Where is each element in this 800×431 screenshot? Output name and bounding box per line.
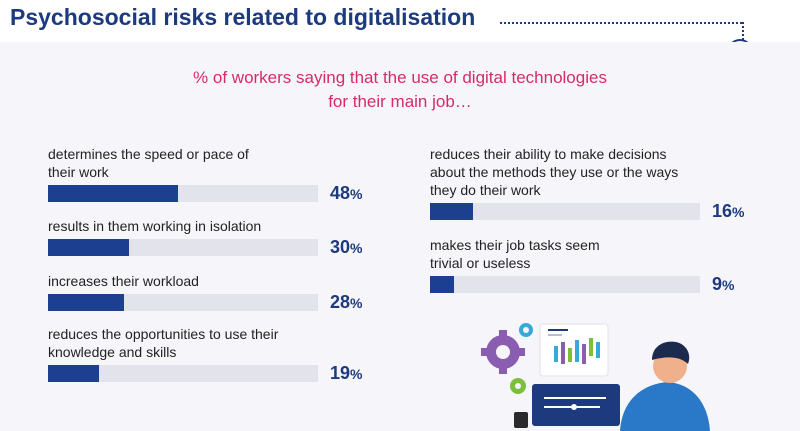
gear-icon: [481, 330, 525, 374]
bar-label-line: makes their job tasks seem: [430, 237, 600, 253]
bar: [48, 294, 124, 311]
bar: [48, 185, 178, 202]
bar-value-label: 30%: [330, 237, 362, 258]
bar-track: [430, 203, 700, 220]
bar-label-line: trivial or useless: [430, 255, 531, 271]
bar-value-label: 9%: [712, 274, 734, 295]
bar-label: reduces the opportunities to use their kn…: [48, 325, 378, 361]
chart-subtitle-line-2: for their main job…: [328, 92, 472, 111]
bar-track: [48, 185, 318, 202]
bar-track: [48, 365, 318, 382]
bar-label-line: reduces the opportunities to use their: [48, 326, 279, 342]
bar: [48, 365, 100, 382]
bar-label-line: reduces their ability to make decisions: [430, 146, 667, 162]
chart-window-icon: [539, 323, 609, 377]
bar-item: results in them working in isolation 30%: [48, 217, 378, 257]
bar-value: 19: [330, 363, 351, 383]
bar-value-unit: %: [722, 277, 735, 293]
bar-row: 30%: [48, 237, 378, 257]
bar: [48, 239, 129, 256]
bar-value-unit: %: [732, 204, 745, 220]
bar-label: increases their workload: [48, 272, 378, 290]
bar-value-unit: %: [350, 186, 363, 202]
bar-label-line: their work: [48, 164, 109, 180]
bar-value-label: 19%: [330, 363, 362, 384]
bar-row: 16%: [430, 201, 760, 221]
bar-value-unit: %: [350, 366, 363, 382]
bar-value-label: 16%: [712, 201, 744, 222]
bar-label-line: they do their work: [430, 182, 541, 198]
bar-item: reduces the opportunities to use their kn…: [48, 325, 378, 383]
bar-label-line: about the methods they use or the ways: [430, 164, 679, 180]
bar-value: 48: [330, 183, 351, 203]
laptop-icon: [532, 384, 620, 426]
bar-value-unit: %: [350, 295, 363, 311]
bar-track: [430, 276, 700, 293]
bar-row: 28%: [48, 292, 378, 312]
bar-label-line: results in them working in isolation: [48, 218, 262, 234]
bar-row: 9%: [430, 274, 760, 294]
person-at-laptop-illustration: [481, 323, 710, 431]
title-dotted-line-vertical: [742, 22, 744, 40]
bar-row: 48%: [48, 183, 378, 203]
bar-label: reduces their ability to make decisions a…: [430, 145, 760, 199]
bar-item: reduces their ability to make decisions a…: [430, 145, 760, 221]
chart-subtitle: % of workers saying that the use of digi…: [170, 66, 630, 114]
bar-item: determines the speed or pace of their wor…: [48, 145, 378, 203]
bar-label: makes their job tasks seem trivial or use…: [430, 236, 760, 272]
bar: [430, 276, 455, 293]
bar-value-unit: %: [350, 240, 363, 256]
person-icon: [620, 341, 710, 431]
bar-item: makes their job tasks seem trivial or use…: [430, 236, 760, 294]
title-dotted-line: [500, 22, 742, 24]
coffee-mug-icon: [514, 412, 528, 428]
green-gear-icon: [510, 378, 526, 394]
bar-value: 9: [712, 274, 723, 294]
bar-track: [48, 239, 318, 256]
bar-label: determines the speed or pace of their wor…: [48, 145, 378, 181]
bar-value-label: 48%: [330, 183, 362, 204]
bar-value: 16: [712, 201, 733, 221]
bar-item: increases their workload 28%: [48, 272, 378, 312]
bar-value: 28: [330, 292, 351, 312]
bar-label-line: increases their workload: [48, 273, 199, 289]
bar-track: [48, 294, 318, 311]
bar-value: 30: [330, 237, 351, 257]
chart-subtitle-line-1: % of workers saying that the use of digi…: [193, 68, 607, 87]
bar-value-label: 28%: [330, 292, 362, 313]
page-title: Psychosocial risks related to digitalisa…: [10, 4, 476, 30]
bar: [430, 203, 474, 220]
small-gear-icon: [519, 323, 533, 337]
bar-label: results in them working in isolation: [48, 217, 378, 235]
bar-row: 19%: [48, 363, 378, 383]
bar-label-line: knowledge and skills: [48, 344, 177, 360]
bar-label-line: determines the speed or pace of: [48, 146, 249, 162]
